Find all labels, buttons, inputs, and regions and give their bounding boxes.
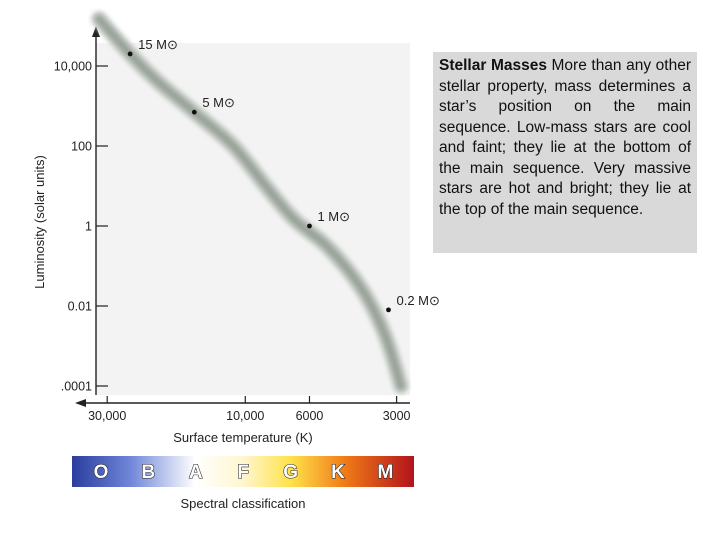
x-axis-title: Surface temperature (K) xyxy=(173,430,312,445)
main-sequence-series xyxy=(91,11,409,394)
mass-label: 1 M⊙ xyxy=(317,209,350,224)
mass-annotations: 15 M⊙ 5 M⊙ 1 M⊙ 0.2 M⊙ xyxy=(127,37,440,313)
y-tick-label: 10,000 xyxy=(54,60,92,74)
x-axis xyxy=(75,399,410,407)
spectral-class-m: M xyxy=(377,462,393,483)
spectral-title: Spectral classification xyxy=(181,496,306,511)
x-tick-label: 30,000 xyxy=(88,409,126,423)
y-tick-label: .0001 xyxy=(61,380,92,394)
spectral-class-f: F xyxy=(237,462,249,483)
spectral-class-o: O xyxy=(94,462,109,483)
spectral-bar xyxy=(72,456,414,487)
x-tick-label: 3000 xyxy=(383,409,411,423)
x-tick-label: 10,000 xyxy=(226,409,264,423)
spectral-class-b: B xyxy=(142,462,156,483)
caption-text: More than any other stellar property, ma… xyxy=(439,57,691,218)
mass-label: 5 M⊙ xyxy=(202,95,235,110)
y-axis-arrow xyxy=(92,26,100,37)
caption-title: Stellar Masses xyxy=(439,57,547,74)
spectral-class-g: G xyxy=(283,462,298,483)
x-tick-label: 6000 xyxy=(296,409,324,423)
mass-point xyxy=(191,109,197,115)
mass-point xyxy=(127,51,133,57)
plot-panel xyxy=(96,43,410,395)
mass-label: 15 M⊙ xyxy=(138,37,178,52)
y-tick-label: 1 xyxy=(85,220,92,234)
y-tick-label: 100 xyxy=(71,140,92,154)
mass-point xyxy=(307,223,312,229)
y-axis-title: Luminosity (solar units) xyxy=(32,155,47,289)
x-ticks: 30,000 10,000 6000 3000 xyxy=(88,396,411,423)
mass-point xyxy=(386,307,391,313)
x-axis-arrow xyxy=(75,399,86,407)
caption-box: Stellar Masses More than any other stell… xyxy=(433,52,697,253)
y-axis xyxy=(92,26,100,395)
spectral-class-k: K xyxy=(331,462,345,483)
main-sequence-line xyxy=(95,15,405,390)
mass-label: 0.2 M⊙ xyxy=(396,293,439,308)
y-tick-label: 0.01 xyxy=(68,300,92,314)
y-ticks: 10,000 100 1 0.01 .0001 xyxy=(54,60,108,394)
spectral-class-a: A xyxy=(189,462,203,483)
